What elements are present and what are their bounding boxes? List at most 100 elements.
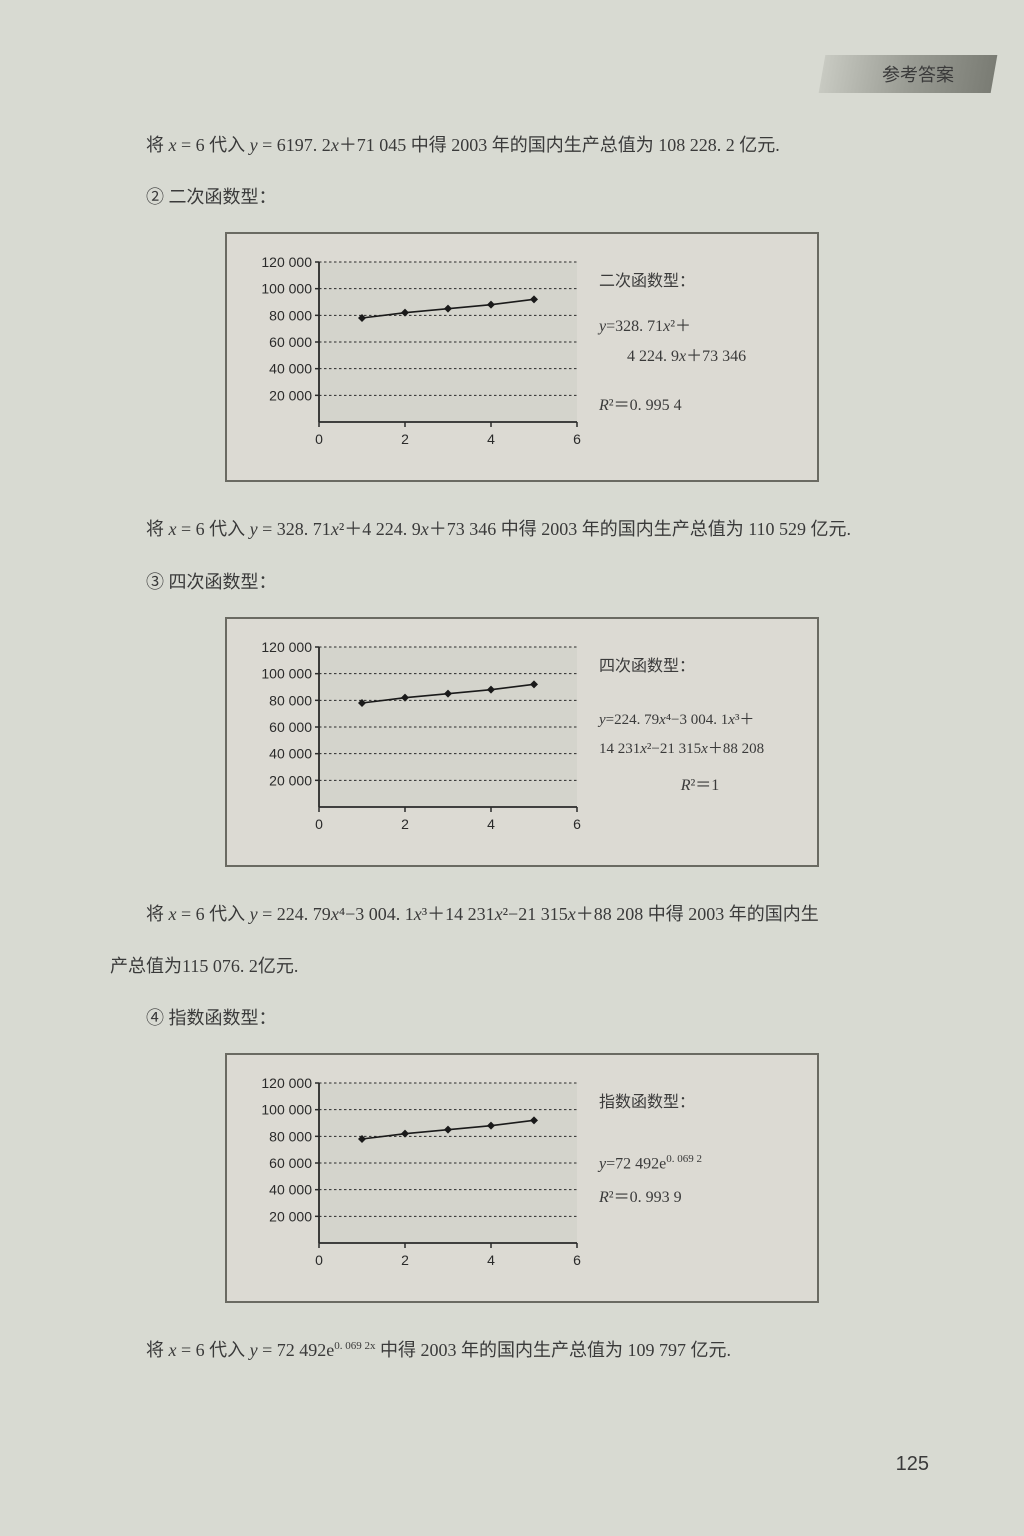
chart-r2: R²＝1 (599, 771, 801, 801)
svg-text:80 000: 80 000 (269, 1129, 312, 1145)
t: = 72 492e (258, 1340, 335, 1360)
var-y: y (250, 135, 258, 155)
sup: 0. 069 2x (334, 1340, 375, 1352)
t: ²＝1 (690, 777, 719, 794)
t: =328. 71 (606, 318, 663, 335)
t: ＋71 045 中得 2003 年的国内生产总值为 108 228. 2 亿元. (339, 135, 780, 155)
v: y (250, 904, 258, 924)
svg-text:100 000: 100 000 (261, 665, 312, 681)
var-x: x (169, 135, 177, 155)
para-6: ④ 指数函数型： (110, 1001, 934, 1035)
v: x (701, 741, 708, 757)
chart-plot: 20 000 40 000 60 000 80 000 100 000 120 000 0 2… (247, 637, 587, 847)
chart-title: 二次函数型： (599, 267, 801, 297)
t: 将 (146, 904, 169, 924)
svg-text:100 000: 100 000 (261, 1102, 312, 1118)
t: = 6 代入 (177, 519, 250, 539)
t: ＋88 208 (708, 741, 764, 757)
svg-text:120 000: 120 000 (261, 639, 312, 655)
t: ⁴−3 004. 1 (666, 712, 728, 728)
svg-text:80 000: 80 000 (269, 308, 312, 324)
chart-annotation: 二次函数型： y=328. 71x²＋ 4 224. 9x＋73 346 R²＝… (587, 252, 807, 421)
t: = 6 代入 (177, 135, 250, 155)
svg-text:60 000: 60 000 (269, 719, 312, 735)
chart-quadratic: 20 00040 00060 00080 000100 000120 00002… (225, 232, 819, 482)
t: 4 224. 9 (627, 348, 679, 365)
svg-text:20 000: 20 000 (269, 1209, 312, 1225)
chart-svg: 20 000 40 000 60 000 80 000 100 000 120 000 0 2… (247, 637, 587, 847)
svg-text:120 000: 120 000 (261, 254, 312, 270)
chart-svg: 20 00040 00060 00080 000100 000120 00002… (247, 1073, 587, 1283)
para-3: 将 x = 6 代入 y = 328. 71x²＋4 224. 9x＋73 34… (110, 512, 934, 546)
chart-quartic: 20 000 40 000 60 000 80 000 100 000 120 000 0 2… (225, 617, 819, 867)
svg-text:0: 0 (315, 816, 323, 832)
svg-text:40 000: 40 000 (269, 361, 312, 377)
para-2: ② 二次函数型： (110, 180, 934, 214)
svg-text:20 000: 20 000 (269, 772, 312, 788)
t: 14 231 (599, 741, 640, 757)
v: x (640, 741, 647, 757)
svg-text:40 000: 40 000 (269, 745, 312, 761)
svg-text:6: 6 (573, 1252, 581, 1268)
para-7: 将 x = 6 代入 y = 72 492e0. 069 2x 中得 2003 … (110, 1333, 934, 1367)
header-tab: 参考答案 (819, 55, 998, 93)
v: R (599, 1189, 609, 1206)
svg-text:2: 2 (401, 431, 409, 447)
v: y (599, 712, 606, 728)
chart-svg: 20 00040 00060 00080 000100 000120 00002… (247, 252, 587, 462)
var-x: x (331, 135, 339, 155)
chart-eq: y=328. 71x²＋ (599, 312, 801, 342)
chart-r2: R²＝0. 993 9 (599, 1183, 801, 1213)
t: ＋73 346 中得 2003 年的国内生产总值为 110 529 亿元. (429, 519, 851, 539)
page-content: 将 x = 6 代入 y = 6197. 2x＋71 045 中得 2003 年… (0, 0, 1024, 1426)
t: = 224. 79 (258, 904, 331, 924)
svg-text:40 000: 40 000 (269, 1182, 312, 1198)
chart-eq2: 4 224. 9x＋73 346 (599, 342, 801, 372)
para-5: 将 x = 6 代入 y = 224. 79x⁴−3 004. 1x³＋14 2… (110, 897, 934, 931)
svg-text:2: 2 (401, 1252, 409, 1268)
t: = 6 代入 (177, 1340, 250, 1360)
v: x (495, 904, 503, 924)
v: x (728, 712, 735, 728)
t: 将 (146, 135, 169, 155)
t: ⁴−3 004. 1 (339, 904, 414, 924)
v: R (599, 397, 609, 414)
v: y (250, 519, 258, 539)
para-4: ③ 四次函数型： (110, 565, 934, 599)
t: ²−21 315 (647, 741, 701, 757)
t: = 6 代入 (177, 904, 250, 924)
v: x (414, 904, 422, 924)
v: x (331, 519, 339, 539)
svg-text:6: 6 (573, 816, 581, 832)
chart-plot: 20 00040 00060 00080 000100 000120 00002… (247, 1073, 587, 1283)
svg-text:4: 4 (487, 816, 495, 832)
svg-text:20 000: 20 000 (269, 388, 312, 404)
v: y (250, 1340, 258, 1360)
svg-text:4: 4 (487, 431, 495, 447)
t: ²−21 315 (503, 904, 568, 924)
page-number: 125 (896, 1453, 929, 1476)
t: =72 492e (606, 1155, 666, 1172)
svg-text:60 000: 60 000 (269, 1155, 312, 1171)
t: =224. 79 (606, 712, 659, 728)
chart-eq: y=224. 79x⁴−3 004. 1x³＋ (599, 706, 801, 735)
chart-title: 指数函数型： (599, 1088, 801, 1118)
t: ²＋ (670, 318, 691, 335)
svg-text:60 000: 60 000 (269, 334, 312, 350)
t: = 328. 71 (258, 519, 331, 539)
t: ³＋ (735, 712, 755, 728)
svg-text:0: 0 (315, 431, 323, 447)
t: ＋73 346 (686, 348, 746, 365)
t: ³＋14 231 (422, 904, 495, 924)
chart-annotation: 指数函数型： y=72 492e0. 069 2 R²＝0. 993 9 (587, 1073, 807, 1214)
chart-eq: y=72 492e0. 069 2 (599, 1149, 801, 1180)
t: ²＝0. 993 9 (609, 1189, 682, 1206)
chart-title: 四次函数型： (599, 652, 801, 682)
svg-text:80 000: 80 000 (269, 692, 312, 708)
para-5b: 产总值为115 076. 2亿元. (110, 949, 934, 983)
sup: 0. 069 2 (666, 1153, 702, 1165)
chart-eq2: 14 231x²−21 315x＋88 208 (599, 735, 801, 764)
t: ＋88 208 中得 2003 年的国内生 (576, 904, 819, 924)
svg-text:2: 2 (401, 816, 409, 832)
t: 将 (146, 1340, 169, 1360)
